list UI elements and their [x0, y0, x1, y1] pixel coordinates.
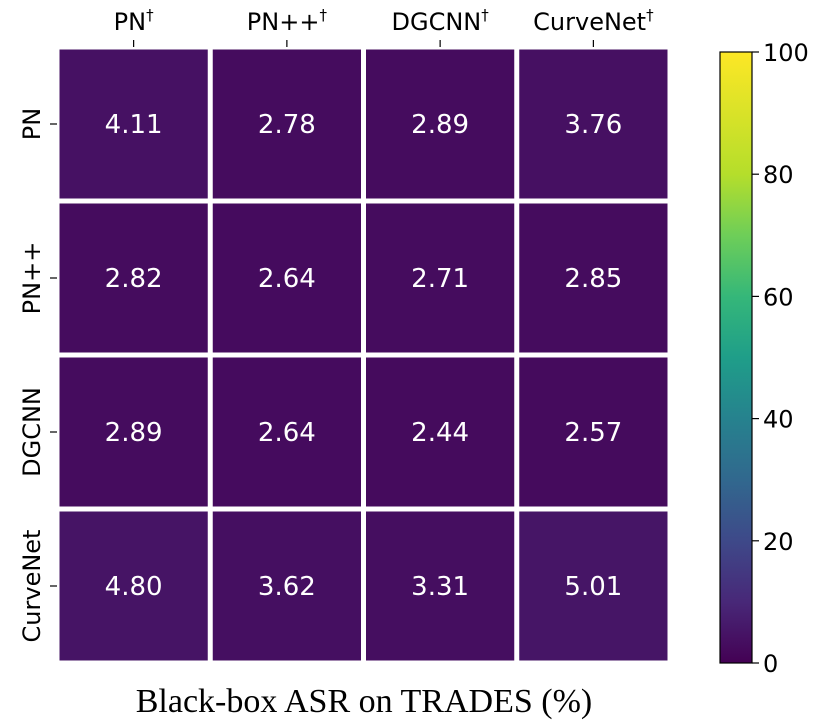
y-tick-label: DGCNN — [18, 387, 46, 477]
heatmap-cell — [366, 511, 515, 661]
heatmap-cell — [59, 203, 208, 353]
colorbar-tick-label: 40 — [763, 406, 794, 434]
colorbar-tick-label: 80 — [763, 161, 794, 189]
heatmap-cells — [59, 49, 668, 661]
cell-value-label: 4.11 — [105, 110, 163, 140]
cell-value-label: 2.44 — [411, 418, 469, 448]
heatmap-cell — [519, 49, 668, 199]
heatmap-cell — [212, 511, 361, 661]
cell-value-label: 2.64 — [258, 418, 316, 448]
colorbar-tick-label: 60 — [763, 283, 794, 311]
x-axis-label: Black-box ASR on TRADES (%) — [136, 683, 592, 720]
x-axis-ticks: PN† PN++† DGCNN† CurveNet† — [114, 6, 654, 47]
heatmap-cell — [59, 357, 208, 507]
cell-value-label: 2.78 — [258, 110, 316, 140]
heatmap-cell — [212, 357, 361, 507]
x-tick-label: CurveNet† — [533, 6, 654, 36]
x-tick-label: PN++† — [247, 6, 328, 36]
cell-value-label: 3.31 — [411, 572, 469, 602]
colorbar-gradient — [719, 51, 753, 664]
heatmap-cell — [519, 511, 668, 661]
y-tick-label: PN — [18, 108, 46, 140]
cell-value-label: 3.76 — [564, 110, 622, 140]
heatmap-cell — [366, 49, 515, 199]
cell-value-label: 5.01 — [564, 572, 622, 602]
y-tick-label: PN++ — [18, 242, 46, 315]
cell-value-label: 2.71 — [411, 264, 469, 294]
cell-value-labels: 4.11 2.78 2.89 3.76 2.82 2.64 2.71 2.85 2.89 2.64… — [105, 110, 623, 602]
heatmap-cell — [519, 203, 668, 353]
cell-value-label: 2.89 — [105, 418, 163, 448]
colorbar-tick-label: 0 — [763, 650, 778, 678]
x-tick-label: PN† — [114, 6, 154, 36]
cell-value-label: 3.62 — [258, 572, 316, 602]
heatmap-cell — [366, 203, 515, 353]
heatmap-cell — [59, 511, 208, 661]
y-tick-label: CurveNet — [18, 530, 46, 643]
cell-value-label: 2.64 — [258, 264, 316, 294]
heatmap-cell — [212, 49, 361, 199]
heatmap-cell — [212, 203, 361, 353]
y-axis-ticks: PN PN++ DGCNN CurveNet — [18, 108, 57, 643]
x-tick-label: DGCNN† — [392, 6, 490, 36]
heatmap-cell — [366, 357, 515, 507]
cell-value-label: 2.89 — [411, 110, 469, 140]
cell-value-label: 2.57 — [564, 418, 622, 448]
cell-value-label: 2.82 — [105, 264, 163, 294]
cell-value-label: 4.80 — [105, 572, 163, 602]
heatmap-cell — [519, 357, 668, 507]
colorbar-tick-label: 100 — [763, 39, 809, 67]
colorbar-ticks: 0 20 40 60 80 100 — [752, 39, 809, 678]
cell-value-label: 2.85 — [564, 264, 622, 294]
heatmap-cell — [59, 49, 208, 199]
colorbar-tick-label: 20 — [763, 528, 794, 556]
colorbar: 0 20 40 60 80 100 — [719, 39, 809, 678]
